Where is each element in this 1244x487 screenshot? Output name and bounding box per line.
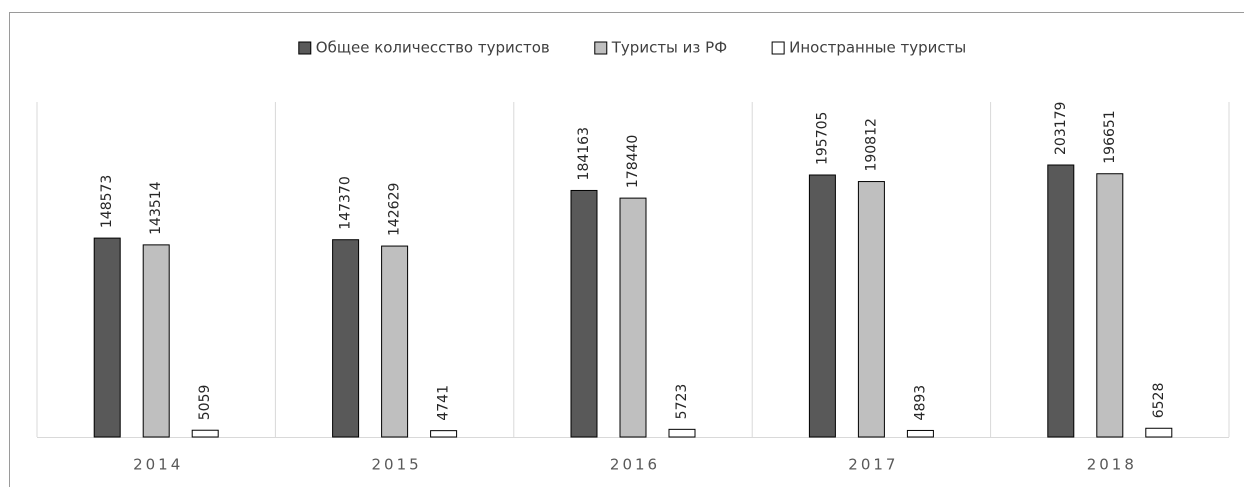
- data-label: 190812: [863, 118, 879, 171]
- bar: [808, 174, 836, 438]
- data-label: 178440: [625, 135, 641, 188]
- data-label: 148573: [99, 175, 115, 228]
- x-tick-label: 2018: [1087, 456, 1137, 474]
- data-label: 143514: [148, 181, 164, 235]
- legend-swatch: [298, 41, 312, 55]
- bar: [619, 197, 647, 438]
- data-label: 184163: [576, 127, 592, 180]
- data-label: 147370: [338, 176, 354, 229]
- bar: [93, 237, 121, 438]
- bar: [1096, 173, 1124, 438]
- bar: [191, 429, 219, 438]
- bar: [857, 181, 885, 438]
- bar: [570, 189, 598, 438]
- legend-label: Общее количесство туристов: [316, 39, 550, 57]
- bar: [142, 244, 170, 438]
- bar: [1145, 427, 1173, 438]
- data-label: 5723: [674, 384, 690, 420]
- bar: [906, 429, 934, 438]
- data-label: 5059: [197, 385, 213, 421]
- legend-swatch: [594, 41, 608, 55]
- data-label: 196651: [1102, 110, 1118, 163]
- data-label: 195705: [814, 112, 830, 165]
- bar: [1047, 164, 1075, 438]
- data-label: 142629: [387, 183, 403, 236]
- data-label: 203179: [1053, 102, 1069, 155]
- legend-label: Иностранные туристы: [789, 39, 966, 57]
- bar: [430, 430, 458, 438]
- data-label: 6528: [1151, 383, 1167, 419]
- x-tick-label: 2014: [133, 456, 183, 474]
- x-tick-label: 2017: [848, 456, 898, 474]
- x-tick-label: 2016: [610, 456, 660, 474]
- data-label: 4893: [912, 385, 928, 421]
- bar: [381, 245, 409, 438]
- bar: [332, 239, 360, 438]
- x-tick-label: 2015: [372, 456, 422, 474]
- bar: [668, 428, 696, 438]
- data-label: 4741: [436, 385, 452, 421]
- legend-label: Туристы из РФ: [611, 39, 727, 57]
- legend-swatch: [771, 41, 785, 55]
